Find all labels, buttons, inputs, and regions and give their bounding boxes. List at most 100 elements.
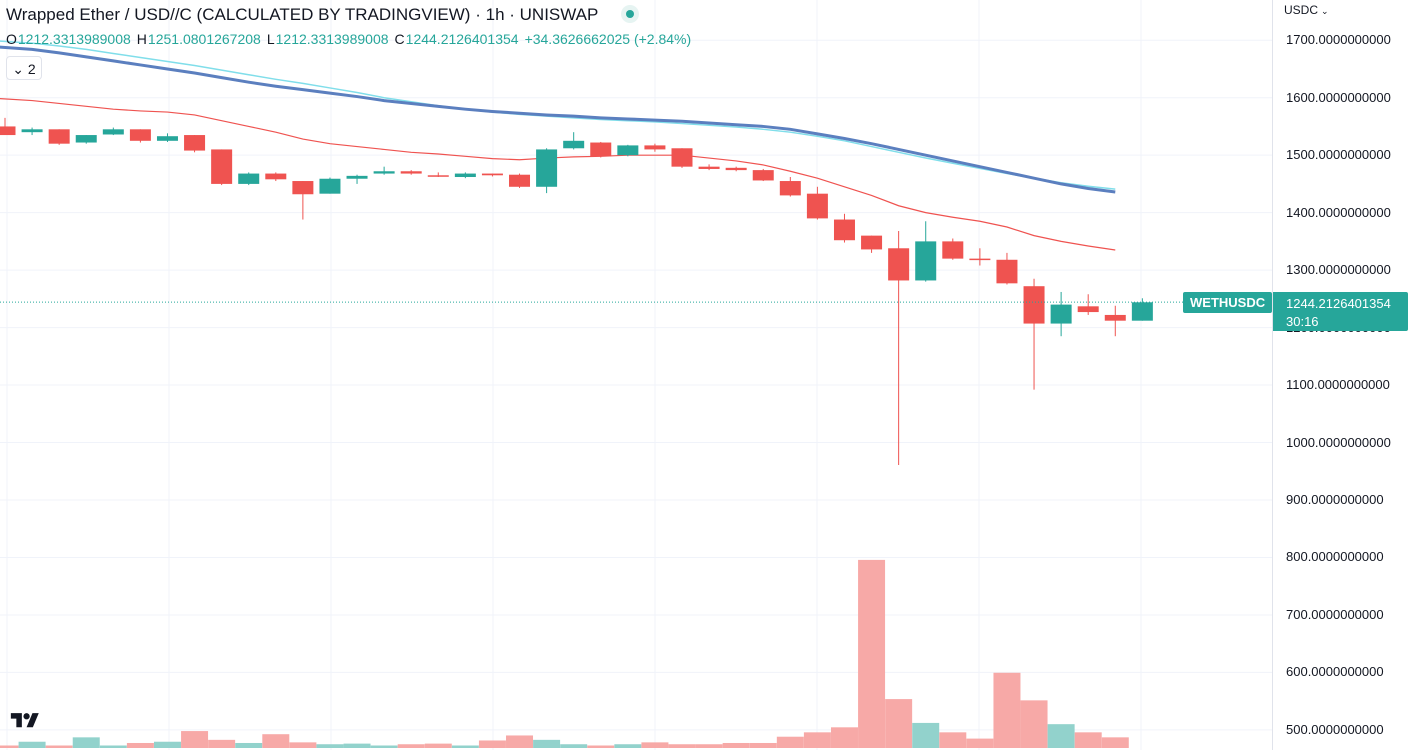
volume-bar [560,744,588,748]
candle [454,172,476,179]
candle [942,238,964,260]
candle [1104,305,1126,337]
price-axis-label: 1400.0000000000 [1286,204,1391,220]
candle-body [644,145,666,150]
candle [129,129,151,143]
candle [75,135,97,144]
price-axis-label: 1700.0000000000 [1286,32,1391,48]
volume-bar [695,744,723,748]
chart-canvas[interactable] [0,0,1272,750]
candle [1077,294,1099,315]
price-axis-label: 800.0000000000 [1286,549,1384,565]
candle [888,231,910,465]
volume-bar [1020,700,1048,748]
volume-bar [885,699,913,748]
candle [156,133,178,142]
symbol-price-tag: WETHUSDC [1183,292,1272,313]
volume-bar [749,742,777,748]
candle-body [996,259,1018,284]
candle-body [779,181,801,196]
candle-body [861,235,883,250]
volume-bar [966,738,994,748]
volume-bar [45,745,73,748]
exchange-label: UNISWAP [519,5,599,24]
interval-label[interactable]: 1h [485,5,505,24]
candle [21,127,43,136]
candle-body [129,129,151,141]
volume-bar [641,742,669,748]
candle [0,117,16,136]
symbol-title[interactable]: Wrapped Ether / USD//C (CALCULATED BY TR… [6,5,471,24]
low-value: 1212.3313989008 [275,31,389,47]
candle-body [590,142,612,157]
candle-body [102,129,124,135]
volume-bar [0,745,19,748]
candle-body [833,219,855,241]
candle-body [373,171,395,174]
volume-bar [830,727,858,748]
candle-body [915,241,937,281]
symbol-legend: Wrapped Ether / USD//C (CALCULATED BY TR… [6,5,697,47]
candle [102,127,124,136]
candle [698,164,720,171]
separator-dot: · [509,5,520,24]
volume-bar [343,743,371,748]
candle-body [454,173,476,178]
candle [671,148,693,168]
volume-bar [235,742,263,748]
candle [319,177,341,194]
candle [48,129,70,145]
market-status-icon[interactable] [620,5,639,23]
volume-bar [289,742,317,748]
candle [1050,291,1072,337]
volume-bar [776,736,804,748]
volume-bar [153,741,181,748]
price-axis-label: 1500.0000000000 [1286,147,1391,163]
tradingview-logo-icon[interactable] [9,710,41,732]
volume-bar [1047,724,1075,748]
candle-body [969,258,991,261]
candle [292,181,314,220]
price-axis[interactable]: USDC ⌄ 1700.0000000000 1600.0000000000 1500… [1272,0,1423,750]
candle-body [536,149,558,187]
candle [725,166,747,172]
candle-body [617,145,639,156]
open-key: O [6,31,17,47]
candle [184,135,206,153]
volume-bar [912,722,940,748]
candle-body [75,135,97,143]
volume-bar [533,739,561,748]
candle [779,177,801,197]
chart-pane[interactable]: Wrapped Ether / USD//C (CALCULATED BY TR… [0,0,1272,750]
price-axis-label: 700.0000000000 [1286,606,1384,622]
current-price-tag: 1244.2126401354 30:16 [1273,292,1408,331]
volume-bar [668,744,696,748]
candle [644,143,666,152]
grid-layer [0,0,1272,750]
candle-body [427,175,449,177]
volume-bar [803,732,831,748]
candle [536,148,558,194]
candle-body [0,126,16,136]
indicators-toggle-button[interactable]: ⌄ 2 [6,56,42,80]
volume-bar [587,745,615,748]
separator-dot: · [475,5,486,24]
candle [590,141,612,158]
candle-body [509,174,531,187]
price-axis-label: 600.0000000000 [1286,664,1384,680]
currency-select[interactable]: USDC ⌄ [1284,3,1329,17]
candle [969,248,991,266]
candle-body [481,173,503,176]
candle-body [265,173,287,180]
candle-body [671,148,693,167]
candle-body [238,173,260,184]
candle [617,144,639,157]
candle-body [400,171,422,174]
candle [509,173,531,188]
volume-bar [208,739,236,748]
candle-body [1131,302,1153,321]
candle [265,172,287,182]
volume-layer [0,559,1129,748]
volume-bar [478,740,506,748]
candle-body [292,181,314,195]
